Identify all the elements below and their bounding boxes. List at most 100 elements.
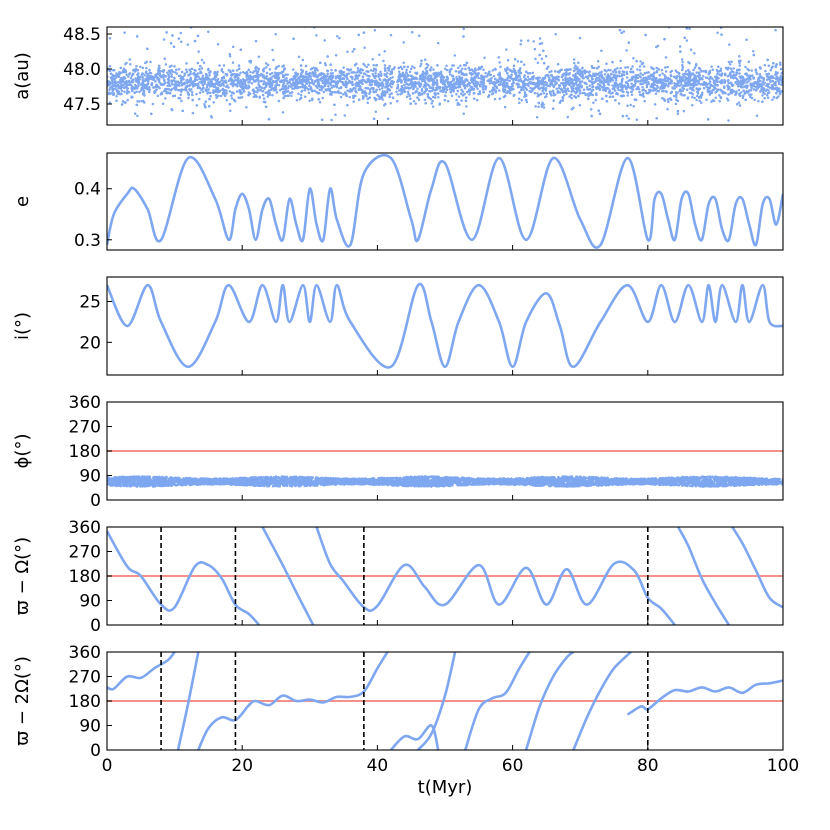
scatter-point xyxy=(297,77,300,80)
scatter-point xyxy=(288,91,292,95)
scatter-point xyxy=(456,101,460,105)
scatter-point xyxy=(177,68,181,71)
scatter-point xyxy=(405,76,408,80)
scatter-point xyxy=(670,90,674,94)
scatter-point xyxy=(268,91,271,95)
scatter-point xyxy=(763,96,766,100)
scatter-point xyxy=(738,72,741,75)
scatter-point xyxy=(252,88,255,91)
scatter-point xyxy=(292,37,295,41)
scatter-point xyxy=(572,61,576,65)
scatter-point xyxy=(144,61,147,65)
scatter-point xyxy=(766,91,770,95)
scatter-point xyxy=(170,64,173,68)
scatter-point xyxy=(284,84,288,88)
scatter-point xyxy=(328,90,332,93)
scatter-point xyxy=(225,73,229,77)
scatter-point xyxy=(536,61,540,65)
scatter-point xyxy=(619,94,623,98)
scatter-point xyxy=(343,114,347,117)
scatter-point xyxy=(534,57,537,61)
scatter-point xyxy=(708,93,712,96)
scatter-point xyxy=(620,78,624,82)
scatter-point xyxy=(146,80,150,83)
scatter-point xyxy=(632,57,635,60)
scatter-point xyxy=(600,49,603,53)
scatter-point xyxy=(737,84,741,87)
scatter-point xyxy=(670,79,673,82)
scatter-point xyxy=(186,81,189,84)
scatter-point xyxy=(135,35,139,38)
scatter-point xyxy=(179,93,183,96)
scatter-point xyxy=(616,93,619,96)
scatter-point xyxy=(277,84,281,87)
scatter-point xyxy=(216,42,220,46)
scatter-point xyxy=(739,84,743,88)
scatter-point xyxy=(314,84,318,88)
scatter-point xyxy=(595,87,598,91)
scatter-point xyxy=(708,78,711,81)
scatter-point xyxy=(476,98,479,102)
scatter-point xyxy=(213,70,217,74)
scatter-point xyxy=(355,74,358,77)
scatter-point xyxy=(544,83,548,86)
scatter-point xyxy=(535,81,539,85)
scatter-point xyxy=(257,55,261,59)
scatter-point xyxy=(482,81,485,85)
scatter-point xyxy=(338,78,342,81)
scatter-point xyxy=(425,87,428,91)
scatter-point xyxy=(549,90,552,93)
scatter-point xyxy=(642,79,645,82)
scatter-point xyxy=(606,80,610,84)
scatter-point xyxy=(265,74,269,78)
scatter-point xyxy=(634,81,637,85)
scatter-point xyxy=(653,103,657,106)
scatter-point xyxy=(620,88,624,91)
scatter-point xyxy=(109,72,113,76)
scatter-point xyxy=(175,68,178,72)
scatter-point xyxy=(173,86,176,89)
scatter-point xyxy=(682,87,686,91)
scatter-point xyxy=(346,104,349,107)
scatter-point xyxy=(189,79,193,82)
scatter-point xyxy=(420,92,424,96)
scatter-point xyxy=(255,86,258,90)
scatter-point xyxy=(312,82,316,86)
scatter-point xyxy=(352,96,355,99)
scatter-point xyxy=(779,63,782,67)
scatter-point xyxy=(455,92,458,96)
scatter-point xyxy=(220,76,224,80)
scatter-point xyxy=(264,105,268,108)
scatter-point xyxy=(191,80,195,83)
scatter-point xyxy=(145,70,148,73)
scatter-point xyxy=(280,71,284,74)
scatter-point xyxy=(535,83,538,87)
scatter-point xyxy=(716,70,719,73)
scatter-point xyxy=(737,68,741,72)
scatter-point xyxy=(141,72,144,75)
scatter-point xyxy=(365,65,368,69)
scatter-point xyxy=(765,88,769,92)
scatter-point xyxy=(561,78,565,82)
scatter-point xyxy=(351,50,354,53)
scatter-point xyxy=(629,103,632,107)
scatter-point xyxy=(464,67,467,71)
scatter-point xyxy=(667,84,670,88)
scatter-point xyxy=(536,77,539,80)
scatter-point xyxy=(734,73,738,76)
scatter-point xyxy=(557,75,560,79)
scatter-point xyxy=(752,53,756,57)
scatter-point xyxy=(243,86,247,89)
scatter-point xyxy=(339,95,343,99)
scatter-point xyxy=(371,58,374,61)
scatter-point xyxy=(384,74,388,77)
scatter-point xyxy=(352,100,355,103)
scatter-point xyxy=(416,96,419,99)
scatter-point xyxy=(277,64,280,68)
scatter-point xyxy=(241,82,244,85)
scatter-point xyxy=(750,69,753,72)
scatter-point xyxy=(247,93,250,97)
scatter-point xyxy=(187,96,190,100)
scatter-point xyxy=(424,89,427,93)
scatter-point xyxy=(540,82,543,86)
